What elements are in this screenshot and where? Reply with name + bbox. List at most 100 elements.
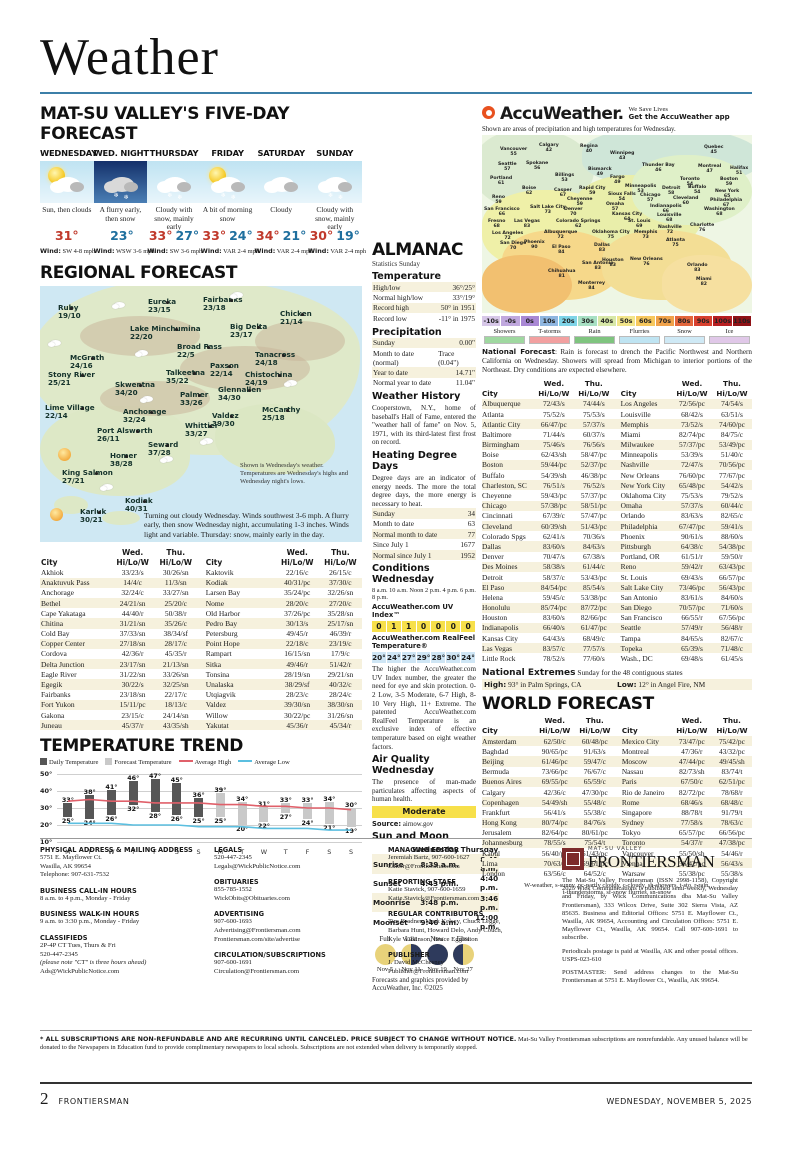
thu-value: 82/66/pc bbox=[580, 613, 607, 623]
us-city-name: Monterrey bbox=[578, 281, 605, 286]
us-city-name: Quebec bbox=[704, 145, 724, 150]
weather-history-text: Cooperstown, N.Y., home of baseball's Ha… bbox=[372, 404, 476, 447]
city-name: Houston bbox=[482, 613, 508, 623]
us-city-name: Winnipeg bbox=[610, 151, 635, 156]
us-city-temp: 75 bbox=[607, 235, 615, 240]
wed-value: 71/44/s bbox=[542, 429, 565, 439]
wed-value: 57/37/pc bbox=[679, 440, 705, 450]
x-axis-tick: S bbox=[174, 848, 179, 857]
wed-value: 47/36/r bbox=[681, 746, 703, 756]
wed-value: 28/19/sn bbox=[284, 669, 311, 679]
weather-key-line1: W-weather, s-sunny, pc-partly cloudy, c-… bbox=[524, 881, 710, 889]
accuweather-brand: AccuWeather. bbox=[500, 104, 624, 124]
map-city-temps: 22/5 bbox=[177, 350, 195, 360]
wed-value: 23/18/sn bbox=[119, 690, 146, 700]
day-name: WEDNESDAY bbox=[40, 148, 98, 158]
thu-value: 85/54/s bbox=[582, 582, 605, 592]
thu-value: 63/43/pc bbox=[719, 562, 745, 572]
city-name: Unalaska bbox=[205, 680, 234, 690]
map-city-name: Homer bbox=[110, 451, 137, 460]
day-temps: 23° bbox=[94, 227, 148, 245]
footer-column: LEGALS 520-447-2345 Legals@WickPublicNotic… bbox=[214, 846, 378, 985]
city-name: Salt Lake City bbox=[620, 582, 664, 592]
map-city-4: Lake Minchumina 22/20 bbox=[130, 324, 201, 341]
thu-value: 24/14/sn bbox=[162, 710, 189, 720]
day-description: A bit of morning snow bbox=[202, 205, 253, 223]
us-city-temp: 76 bbox=[698, 228, 706, 233]
us-city-name: Chihuahua bbox=[548, 269, 576, 274]
sm-wed: 8:39 a.m. bbox=[420, 859, 459, 869]
logo-kicker: MAT-SU VALLEY bbox=[588, 846, 643, 852]
legend-label: Forecast Temperature bbox=[114, 759, 172, 767]
footer-line: Jeremiah Bartz, 907-600-1627 bbox=[388, 854, 470, 861]
us-map-city-33: Indianapolis 66 bbox=[650, 204, 682, 214]
extremes-subtitle: Sunday for the 48 contiguous states bbox=[575, 667, 683, 677]
bar-high-label: 33° bbox=[61, 796, 74, 805]
city-name: Detroit bbox=[482, 572, 503, 582]
high-temp: 34° bbox=[256, 228, 280, 243]
almanac-row: Normal high/low 33°/19° bbox=[372, 292, 476, 302]
bar-low-label: 24° bbox=[301, 818, 314, 827]
day-wind: Wind: SW 4-8 mph bbox=[40, 247, 96, 255]
us-map-city-8: Thunder Bay 46 bbox=[642, 163, 675, 173]
thu-value: 59/47/c bbox=[583, 756, 606, 766]
col-wed: Wed. bbox=[681, 716, 703, 726]
map-terrain-shade bbox=[255, 321, 345, 361]
extremes-values: High: 93° in Palm Springs, CA Low: 12° i… bbox=[482, 678, 752, 690]
map-city-name: Anchorage bbox=[123, 407, 167, 416]
map-city-temps: 21/14 bbox=[280, 317, 303, 327]
us-city-name: Oklahoma City bbox=[592, 230, 630, 235]
legend-label: Average High bbox=[194, 758, 232, 766]
map-city-dot bbox=[301, 313, 304, 316]
us-city-name: Spokane bbox=[526, 161, 549, 166]
us-city-name: Toronto bbox=[680, 177, 700, 182]
wed-value: 53/39/s bbox=[681, 450, 703, 460]
us-map-city-29: San Francisco 66 bbox=[484, 207, 520, 217]
map-city-dot bbox=[81, 374, 84, 377]
footer-heading: ADVERTISING bbox=[214, 910, 265, 919]
us-city-temp: 84 bbox=[588, 286, 595, 291]
us-city-temp: 40 bbox=[585, 149, 593, 154]
us-map-city-50: Dallas 83 bbox=[594, 243, 610, 253]
cloud-icon bbox=[230, 182, 245, 192]
wed-value: 82/73/sh bbox=[679, 767, 705, 777]
map-terrain-shade bbox=[100, 381, 210, 416]
bar-high-label: 47° bbox=[148, 772, 162, 781]
scale-band-4: 20s bbox=[559, 316, 579, 326]
city-name: Topeka bbox=[620, 643, 643, 653]
city-name: Memphis bbox=[620, 419, 649, 429]
map-cloud-icon bbox=[135, 348, 150, 357]
thu-value: 80/61/pc bbox=[581, 828, 608, 838]
row-label: Normal since July 1 bbox=[373, 550, 432, 560]
bar-low-label: 24° bbox=[83, 818, 96, 827]
day-temps: 33° 27° bbox=[147, 227, 201, 245]
us-map-city-41: Los Angeles 72 bbox=[492, 231, 523, 241]
row-value: 34 bbox=[467, 509, 475, 519]
thu-value: 11/3/sn bbox=[164, 578, 187, 588]
us-city-name: Charlotte bbox=[690, 223, 715, 228]
thu-value: 61/45/s bbox=[721, 654, 743, 664]
us-city-name: Boston bbox=[720, 177, 739, 182]
thu-value: 37/30/c bbox=[329, 578, 352, 588]
map-city-dot bbox=[198, 394, 201, 397]
city-name: Tampa bbox=[620, 633, 641, 643]
map-city-15: Glennallen 34/30 bbox=[218, 385, 261, 402]
col-city: City bbox=[205, 557, 223, 567]
city-name: Fairbanks bbox=[41, 690, 71, 700]
us-map-city-49: El Paso 84 bbox=[552, 245, 571, 255]
cloud-icon bbox=[50, 181, 66, 193]
thu-value: 84/60/s bbox=[721, 592, 743, 602]
day-name: SUNDAY bbox=[316, 148, 354, 158]
table-row: London 63/56/c 64/52/c Warsaw 55/38/pc 55/38/… bbox=[482, 868, 752, 878]
precip-legend-label: Flurries bbox=[629, 328, 650, 335]
us-city-temp: 83 bbox=[694, 268, 701, 273]
city-name: Portland, OR bbox=[620, 552, 660, 562]
city-name: Minneapolis bbox=[620, 450, 658, 460]
row-label: Since July 1 bbox=[373, 540, 409, 550]
footer-paragraph-3: POSTMASTER: Send address changes to the … bbox=[562, 969, 738, 985]
wed-value: 56/40/pc bbox=[541, 848, 568, 858]
map-city-dot bbox=[136, 430, 139, 433]
us-city-temp: 59 bbox=[589, 191, 596, 196]
weather-icon-cloudy-icon bbox=[254, 161, 308, 203]
